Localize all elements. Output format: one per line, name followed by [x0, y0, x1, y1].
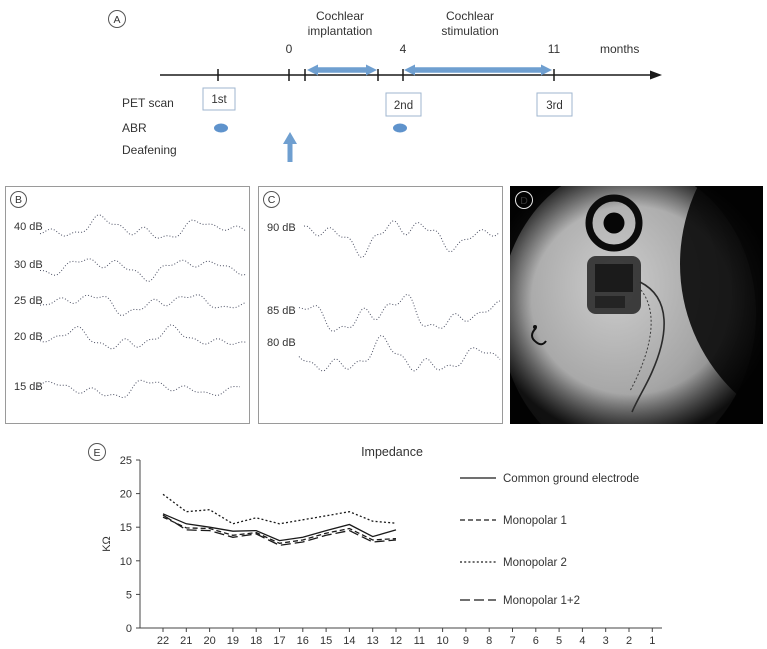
x-tick-label: 3 [603, 635, 609, 647]
x-tick-label: 1 [649, 635, 655, 647]
x-tick-label: 14 [343, 635, 355, 647]
pet-box-3rd-label: 3rd [546, 100, 563, 112]
y-tick-label: 0 [126, 623, 132, 635]
db-label-90: 90 dB [267, 222, 296, 234]
electrode-lead-icon [629, 281, 665, 413]
chart-title: Impedance [361, 445, 423, 459]
x-tick-label: 13 [367, 635, 379, 647]
db-label-15: 15 dB [14, 381, 43, 393]
series-line-1 [162, 516, 397, 544]
series-line-0 [162, 513, 397, 542]
month-0: 0 [286, 42, 293, 56]
legend-label-0: Common ground electrode [503, 473, 639, 485]
x-tick-label: 21 [180, 635, 192, 647]
panel-letter-b: B [10, 191, 27, 208]
x-tick-label: 15 [320, 635, 332, 647]
y-tick-label: 25 [120, 455, 132, 467]
abr-waveforms-panel-b: B 40 dB 30 dB 25 dB 20 dB 15 dB [5, 186, 250, 424]
x-tick-label: 5 [556, 635, 562, 647]
axis-arrowhead-icon [650, 70, 662, 80]
pet-box-1st [202, 87, 236, 111]
x-tick-label: 18 [250, 635, 262, 647]
axis-ticks [217, 69, 555, 81]
db-label-80: 80 dB [267, 337, 296, 349]
x-tick-label: 7 [509, 635, 515, 647]
abr-waveform-traces-b [35, 214, 246, 399]
x-tick-label: 11 [414, 635, 425, 647]
y-tick-label: 5 [126, 589, 132, 601]
month-11: 11 [548, 42, 561, 56]
pet-box-3rd [536, 92, 573, 117]
abr-waveforms-panel-c: C 90 dB 85 dB 80 dB [258, 186, 503, 424]
y-tick-label: 20 [120, 489, 132, 501]
x-tick-label: 9 [463, 635, 469, 647]
y-axis-label: KΩ [101, 536, 113, 552]
abr-row-label: ABR [122, 121, 147, 135]
deafening-up-arrow-icon [283, 132, 297, 162]
db-label-20: 20 dB [14, 331, 43, 343]
x-tick-label: 20 [203, 635, 215, 647]
abr-trace-3 [39, 324, 246, 350]
xray-radiograph-image: D [510, 186, 763, 424]
panel-letter-d-circle [515, 191, 533, 209]
legend-label-3: Monopolar 1+2 [503, 595, 580, 607]
pet-box-2nd [385, 92, 422, 117]
x-tick-label: 4 [579, 635, 585, 647]
abr-trace-4 [35, 379, 241, 399]
implantation-label: Cochlear [316, 9, 364, 23]
timeline-panel: A Cochlear implantation Cochlear stimula… [0, 0, 767, 182]
y-tick-label: 15 [120, 522, 132, 534]
abr-trace-2 [298, 334, 501, 372]
stimulation-span-arrow-icon [404, 64, 552, 76]
panel-letter-d: D [520, 195, 528, 207]
abr-trace-0 [303, 220, 500, 258]
x-tick-label: 8 [486, 635, 492, 647]
panel-letter-e-circle [88, 443, 106, 461]
db-label-25: 25 dB [14, 295, 43, 307]
abr-trace-1 [40, 258, 246, 282]
abr-trace-1 [298, 293, 501, 332]
panel-letter-e: E [93, 447, 100, 459]
months-label: months [600, 42, 639, 56]
pet-scan-row-label: PET scan [122, 96, 174, 110]
panel-letter-b-text: B [14, 193, 22, 206]
series-line-2 [162, 493, 397, 525]
abr-dot-2-icon [393, 123, 407, 133]
x-tick-label: 2 [626, 635, 632, 647]
pet-box-1st-label: 1st [211, 94, 227, 106]
x-tick-label: 10 [436, 635, 448, 647]
panel-letter-c-text: C [267, 193, 276, 206]
db-label-30: 30 dB [14, 259, 43, 271]
implant-body-icon [587, 256, 641, 314]
series-line-3 [162, 514, 397, 546]
implant-coil-icon [585, 194, 643, 252]
y-tick-label: 10 [120, 556, 132, 568]
panel-letter-a-circle [108, 10, 126, 28]
x-tick-label: 16 [297, 635, 309, 647]
month-4: 4 [400, 42, 407, 56]
implantation-span-arrow-icon [307, 64, 377, 76]
db-label-40: 40 dB [14, 221, 43, 233]
x-tick-label: 17 [273, 635, 285, 647]
reference-marker-icon [531, 325, 547, 346]
abr-trace-2 [39, 294, 246, 317]
x-tick-label: 19 [227, 635, 239, 647]
x-tick-label: 6 [533, 635, 539, 647]
legend-label-2: Monopolar 2 [503, 557, 567, 569]
panel-letter-a: A [113, 14, 120, 26]
implantation-label-2: implantation [308, 24, 373, 38]
legend-label-1: Monopolar 1 [503, 515, 567, 527]
abr-trace-0 [39, 214, 246, 239]
abr-dot-1-icon [214, 123, 228, 133]
pet-box-2nd-label: 2nd [394, 100, 413, 112]
stimulation-label-2: stimulation [441, 24, 498, 38]
panel-letter-c: C [263, 191, 280, 208]
x-tick-label: 12 [390, 635, 402, 647]
stimulation-label: Cochlear [446, 9, 494, 23]
deafening-row-label: Deafening [122, 143, 177, 157]
x-tick-label: 22 [157, 635, 169, 647]
db-label-85: 85 dB [267, 305, 296, 317]
